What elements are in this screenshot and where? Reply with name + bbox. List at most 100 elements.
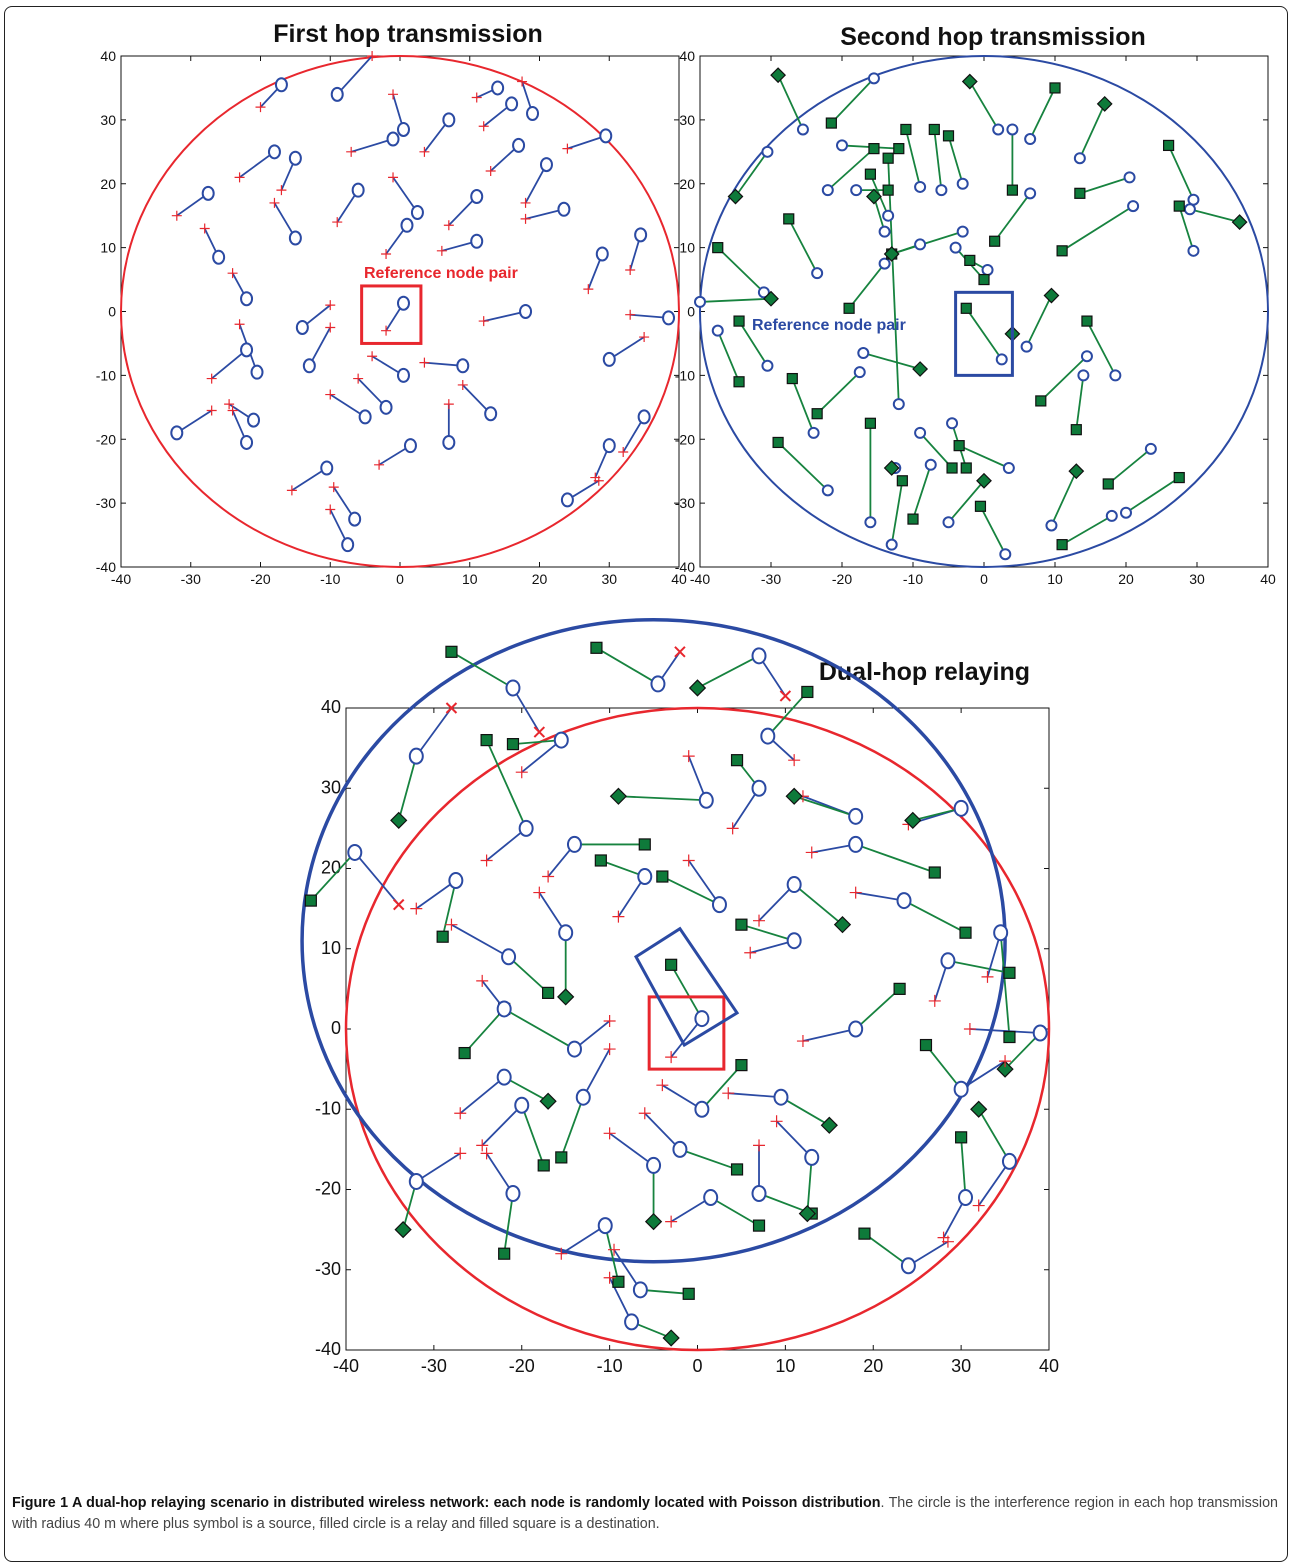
source-plus-marker	[562, 143, 573, 154]
relay-circle-marker	[408, 1172, 424, 1190]
y-tick-label: 20	[321, 858, 341, 878]
destination-square-marker	[825, 117, 837, 129]
interference-circle	[699, 55, 1269, 568]
x-tick-label: 0	[980, 571, 988, 587]
destination-square-marker	[752, 1219, 766, 1232]
link-line	[1107, 448, 1152, 485]
x-tick-label: 0	[692, 1356, 702, 1376]
link-line	[560, 1224, 606, 1255]
source-plus-marker	[612, 910, 625, 923]
link-line	[1040, 355, 1088, 402]
source-plus-marker	[325, 322, 336, 333]
destination-square-marker	[843, 302, 855, 314]
link-line	[176, 409, 213, 434]
y-tick-label: -10	[96, 367, 116, 383]
source-plus-marker	[485, 165, 496, 176]
relay-circle-marker	[514, 1096, 530, 1114]
chart-title: First hop transmission	[273, 20, 542, 48]
link-line	[977, 1160, 1011, 1207]
x-tick-label: -40	[333, 1356, 359, 1376]
destination-square-marker	[730, 1163, 744, 1176]
relay-circle-marker	[850, 184, 863, 197]
relay-circle-marker	[956, 177, 969, 190]
figure-frame	[4, 6, 1288, 1562]
link-line	[738, 320, 769, 367]
destination-square-marker	[893, 982, 906, 995]
link-line	[701, 1064, 743, 1110]
source-plus-marker	[603, 1014, 616, 1027]
source-plus-marker	[381, 325, 392, 336]
link-line	[687, 859, 721, 906]
relay-circle-marker	[946, 417, 959, 430]
destination-square-marker	[304, 894, 317, 907]
x-tick-label: -10	[903, 571, 923, 587]
destination-square-marker	[1049, 82, 1061, 94]
panel-dual-hop: -40 -30 -20 -10 0 10 20 30 40 40 30 20 10 0 -10 -20 -30 -…	[300, 617, 1059, 1376]
link-line	[802, 1028, 856, 1042]
relay-circle-marker	[442, 434, 456, 450]
source-plus-marker	[353, 373, 364, 384]
link-line	[329, 393, 366, 418]
link-line	[890, 480, 904, 545]
relay-circle-marker	[602, 351, 616, 367]
source-plus-marker	[744, 946, 757, 959]
destination-square-marker	[783, 213, 795, 225]
source-plus-marker	[328, 482, 339, 493]
x-tick-label: 10	[462, 571, 478, 587]
relay-circle-marker	[914, 426, 927, 439]
destination-square-marker	[864, 168, 877, 180]
link-line	[806, 1157, 813, 1214]
link-line	[791, 378, 815, 434]
source-plus-marker	[753, 1139, 766, 1152]
relay-circle-marker	[821, 184, 834, 197]
source-plus-marker	[410, 902, 423, 915]
y-tick-label: 30	[100, 112, 116, 128]
source-plus-marker	[325, 389, 336, 400]
destination-square-marker	[785, 787, 803, 805]
source-plus-marker	[419, 146, 430, 157]
destination-square-marker	[953, 440, 965, 452]
chart-title: Second hop transmission	[840, 23, 1146, 51]
source-plus-marker	[269, 197, 280, 208]
relay-circle-marker	[403, 438, 417, 454]
link-line	[933, 129, 943, 191]
relay-circle-marker	[857, 347, 870, 360]
y-tick-label: 30	[321, 777, 341, 797]
relay-circle-marker	[836, 139, 848, 152]
link-line	[699, 297, 772, 303]
panel-first-hop: -40 -30 -20 -10 0 10 20 30 40 40 30 20 10 0 -10 -20 -30 -…	[96, 20, 687, 587]
relay-circle-marker	[958, 1189, 974, 1207]
link-line	[670, 964, 703, 1020]
link-line	[604, 1225, 620, 1282]
link-line	[848, 263, 886, 309]
relay-circle-marker	[358, 409, 372, 425]
reference-box	[954, 290, 1014, 377]
relay-circle-marker	[347, 843, 363, 861]
x-tick-label: -30	[181, 571, 201, 587]
relay-circle-marker	[400, 217, 414, 233]
relay-circle-marker	[386, 131, 400, 147]
destination-square-marker	[682, 1287, 695, 1300]
link-line	[749, 939, 795, 954]
destination-square-marker	[1070, 424, 1082, 436]
source-plus-marker	[443, 220, 454, 231]
relay-circle-marker	[247, 412, 261, 428]
destination-square-marker	[858, 1227, 871, 1240]
link-line	[670, 1018, 703, 1058]
link-line	[780, 1096, 830, 1127]
y-tick-label: 30	[679, 112, 695, 128]
figure-canvas: -40 -30 -20 -10 0 10 20 30 40 40 30 20 10 0 -10 -20 -30 -…	[96, 20, 1276, 1376]
link-line	[728, 1092, 782, 1099]
link-line	[977, 1108, 1011, 1162]
relay-circle-marker	[341, 537, 355, 553]
link-line	[960, 1060, 1006, 1090]
relay-circle-marker	[496, 1068, 512, 1086]
caption-bold: Figure 1 A dual-hop relaying scenario in…	[12, 1495, 881, 1511]
relay-circle-marker	[751, 779, 767, 797]
relay-circle-marker	[1123, 171, 1136, 184]
link-line	[947, 135, 964, 185]
link-line	[609, 1132, 655, 1167]
relay-circle-marker	[694, 295, 706, 308]
relay-circle-marker	[694, 1100, 710, 1118]
link-line	[618, 795, 707, 802]
